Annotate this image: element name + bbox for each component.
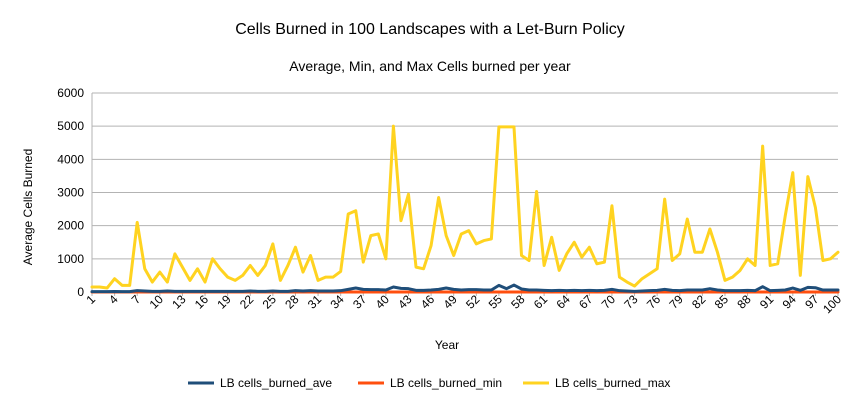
x-tick-label: 58: [508, 292, 528, 312]
x-tick-label: 85: [712, 292, 732, 312]
y-tick-label: 0: [77, 285, 84, 299]
series-line-lb-cells-burned-max: [90, 124, 840, 290]
x-tick-label: 31: [305, 292, 325, 312]
x-tick-label: 88: [734, 292, 754, 312]
legend: LB cells_burned_ave LB cells_burned_min LB…: [188, 376, 670, 390]
legend-label: LB cells_burned_min: [390, 376, 502, 390]
x-tick-label: 82: [689, 292, 709, 312]
x-tick-label: 94: [780, 292, 800, 312]
gridlines: [92, 92, 838, 293]
x-tick-label: 73: [621, 292, 641, 312]
x-tick-label: 46: [418, 292, 438, 312]
y-tick-label: 3000: [57, 186, 84, 200]
y-axis-label: Average Cells Burned: [21, 149, 35, 266]
x-tick-label: 4: [106, 292, 121, 307]
x-tick-label: 16: [192, 292, 212, 312]
x-tick-label: 64: [554, 292, 574, 312]
legend-label: LB cells_burned_ave: [220, 376, 332, 390]
y-tick-labels: 0 1000 2000 3000 4000 5000 6000: [57, 86, 84, 299]
x-tick-label: 22: [237, 292, 257, 312]
x-tick-label: 1: [83, 292, 98, 307]
x-tick-label: 7: [129, 292, 144, 307]
chart-subtitle: Average, Min, and Max Cells burned per y…: [289, 58, 571, 74]
x-tick-label: 28: [282, 292, 302, 312]
x-tick-label: 76: [644, 292, 664, 312]
x-tick-label: 10: [147, 292, 167, 312]
x-tick-label: 67: [576, 292, 596, 312]
x-tick-label: 25: [260, 292, 280, 312]
x-tick-labels: 1 4 7 10 13 16 19 22 25 28 31 34 37 40 43 46 49 52 55 58 61 6…: [83, 292, 844, 316]
x-tick-label: 70: [599, 292, 619, 312]
y-tick-label: 2000: [57, 219, 84, 233]
y-tick-label: 4000: [57, 152, 84, 166]
x-tick-label: 55: [486, 292, 506, 312]
x-tick-label: 52: [463, 292, 483, 312]
x-tick-label: 43: [395, 292, 415, 312]
legend-item: LB cells_burned_min: [358, 376, 502, 390]
series-lines: [90, 124, 840, 294]
y-tick-label: 6000: [57, 86, 84, 100]
x-tick-label: 61: [531, 292, 551, 312]
x-tick-label: 100: [820, 292, 844, 316]
axes: [91, 93, 839, 296]
x-tick-label: 79: [667, 292, 687, 312]
x-tick-label: 13: [169, 292, 189, 312]
x-tick-label: 49: [440, 292, 460, 312]
x-tick-label: 40: [373, 292, 393, 312]
chart-title: Cells Burned in 100 Landscapes with a Le…: [235, 21, 625, 38]
x-tick-label: 19: [214, 292, 234, 312]
x-tick-label: 97: [802, 292, 822, 312]
series-line-lb-cells-burned-ave: [90, 283, 840, 294]
x-axis-label: Year: [435, 338, 459, 352]
x-tick-label: 37: [350, 292, 370, 312]
y-tick-label: 5000: [57, 119, 84, 133]
y-tick-label: 1000: [57, 252, 84, 266]
legend-label: LB cells_burned_max: [555, 376, 670, 390]
legend-item: LB cells_burned_ave: [188, 376, 332, 390]
legend-item: LB cells_burned_max: [523, 376, 670, 390]
x-tick-label: 34: [327, 292, 347, 312]
x-tick-label: 91: [757, 292, 777, 312]
